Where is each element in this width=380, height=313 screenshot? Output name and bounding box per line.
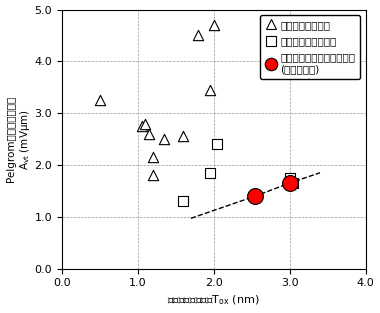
Point <box>146 131 152 136</box>
Point <box>207 170 213 175</box>
Point <box>150 155 156 160</box>
Point <box>290 181 296 186</box>
Point <box>161 136 167 141</box>
Point <box>214 142 220 147</box>
Point <box>97 98 103 103</box>
Point <box>287 181 293 186</box>
Point <box>180 199 186 204</box>
Point <box>211 23 217 28</box>
Y-axis label: Pelgromプロットの傍き
A$_{\mathrm{vt}}$ (mVμm): Pelgromプロットの傍き A$_{\mathrm{vt}}$ (mVμm) <box>6 96 32 182</box>
Point <box>138 124 144 129</box>
Point <box>287 175 293 180</box>
Legend: 通常トランジスタ, 無添加トランジスタ, 産総研フィントランジスタ
(今回の成果): 通常トランジスタ, 無添加トランジスタ, 産総研フィントランジスタ (今回の成果… <box>260 15 360 79</box>
Point <box>207 87 213 92</box>
Point <box>252 193 258 198</box>
X-axis label: ゲート酸化膜厘　T$_{\mathrm{ox}}$ (nm): ゲート酸化膜厘 T$_{\mathrm{ox}}$ (nm) <box>168 294 260 307</box>
Point <box>150 173 156 178</box>
Point <box>142 121 148 126</box>
Point <box>195 33 201 38</box>
Point <box>180 134 186 139</box>
